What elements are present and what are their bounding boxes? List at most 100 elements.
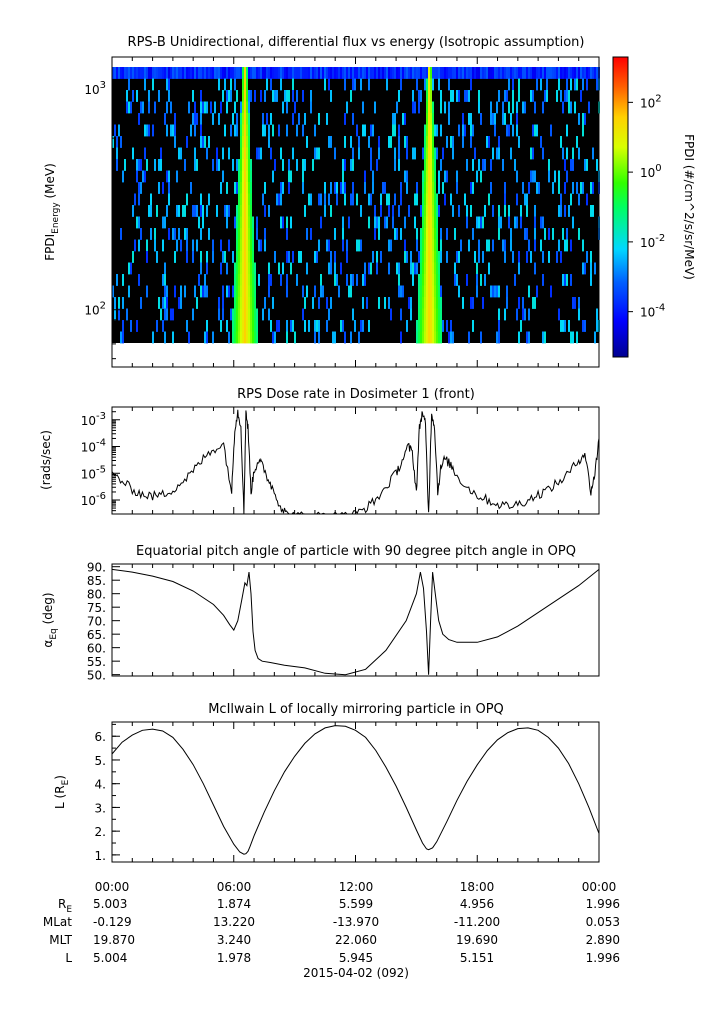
heatmap-cell xyxy=(260,67,262,79)
heatmap-cell xyxy=(574,67,576,79)
heatmap-cell xyxy=(426,113,428,125)
heatmap-cell xyxy=(228,205,230,217)
ephemeris-value: -11.200 xyxy=(454,915,500,929)
heatmap-cell xyxy=(578,67,580,79)
heatmap-cell xyxy=(334,262,336,275)
ytick-label: 3. xyxy=(95,801,106,815)
heatmap-cell xyxy=(286,274,288,286)
heatmap-cell xyxy=(206,101,208,114)
heatmap-cell xyxy=(254,67,256,79)
heatmap-cell xyxy=(204,101,206,114)
heatmap-cell xyxy=(358,239,360,252)
heatmap-cell xyxy=(182,205,184,217)
heatmap-cell xyxy=(424,78,426,91)
heatmap-cell xyxy=(370,262,372,275)
heatmap-cell xyxy=(252,308,254,321)
heatmap-cell xyxy=(248,228,250,240)
time-tick-3: 18:00 xyxy=(460,880,495,894)
heatmap-cell xyxy=(398,124,400,137)
heatmap-cell xyxy=(430,67,432,79)
heatmap-cell xyxy=(286,101,288,114)
heatmap-cell xyxy=(166,205,168,217)
heatmap-cell xyxy=(470,124,472,137)
heatmap-cell xyxy=(168,78,170,91)
heatmap-cell xyxy=(398,90,400,102)
heatmap-cell xyxy=(248,320,250,332)
heatmap-cell xyxy=(252,251,254,263)
heatmap-cell xyxy=(372,182,374,194)
heatmap-cell xyxy=(210,67,212,79)
heatmap-cell xyxy=(244,170,246,183)
heatmap-cell xyxy=(348,285,350,298)
heatmap-cell xyxy=(470,136,472,148)
heatmap-cell xyxy=(286,320,288,332)
heatmap-cell xyxy=(420,297,422,309)
heatmap-cell xyxy=(362,297,364,309)
heatmap-cell xyxy=(316,67,318,79)
heatmap-cell xyxy=(332,331,334,344)
heatmap-cell xyxy=(440,285,442,298)
heatmap-cell xyxy=(154,101,156,114)
panel2-frame xyxy=(111,406,600,515)
heatmap-cell xyxy=(576,67,578,79)
heatmap-cell xyxy=(318,147,320,160)
heatmap-cell xyxy=(164,113,166,125)
heatmap-cell xyxy=(418,331,420,344)
heatmap-cell xyxy=(458,67,460,79)
heatmap-cell xyxy=(112,285,114,298)
heatmap-cell xyxy=(242,216,244,229)
heatmap-cell xyxy=(320,274,322,286)
heatmap-cell xyxy=(566,239,568,252)
heatmap-cell xyxy=(246,216,248,229)
heatmap-cell xyxy=(272,67,274,79)
heatmap-cell xyxy=(274,159,276,171)
heatmap-cell xyxy=(512,78,514,91)
heatmap-cell xyxy=(324,205,326,217)
heatmap-cell xyxy=(280,182,282,194)
heatmap-cell xyxy=(424,297,426,309)
heatmap-cell xyxy=(130,320,132,332)
heatmap-cell xyxy=(374,67,376,79)
heatmap-cell xyxy=(200,113,202,125)
heatmap-cell xyxy=(468,239,470,252)
heatmap-cell xyxy=(244,239,246,252)
heatmap-cell xyxy=(560,136,562,148)
heatmap-cell xyxy=(452,67,454,79)
heatmap-cell xyxy=(536,124,538,137)
heatmap-cell xyxy=(510,147,512,160)
heatmap-cell xyxy=(570,274,572,286)
heatmap-cell xyxy=(540,67,542,79)
heatmap-cell xyxy=(420,251,422,263)
heatmap-cell xyxy=(402,67,404,79)
heatmap-cell xyxy=(480,216,482,229)
heatmap-cell xyxy=(530,147,532,160)
heatmap-cell xyxy=(438,320,440,332)
heatmap-cell xyxy=(484,274,486,286)
heatmap-cell xyxy=(570,78,572,91)
heatmap-cell xyxy=(254,308,256,321)
heatmap-cell xyxy=(196,239,198,252)
heatmap-cell xyxy=(236,320,238,332)
heatmap-cell xyxy=(156,251,158,263)
heatmap-cell xyxy=(114,67,116,79)
heatmap-cell xyxy=(590,205,592,217)
heatmap-cell xyxy=(158,159,160,171)
heatmap-cell xyxy=(172,308,174,321)
heatmap-cell xyxy=(252,285,254,298)
heatmap-cell xyxy=(294,331,296,344)
heatmap-cell xyxy=(114,308,116,321)
heatmap-cell xyxy=(572,216,574,229)
heatmap-cell xyxy=(168,67,170,79)
heatmap-cell xyxy=(516,124,518,137)
heatmap-cell xyxy=(288,90,290,102)
heatmap-cell xyxy=(496,101,498,114)
heatmap-cell xyxy=(414,262,416,275)
heatmap-cell xyxy=(248,101,250,114)
heatmap-cell xyxy=(462,67,464,79)
heatmap-cell xyxy=(508,67,510,79)
heatmap-cell xyxy=(400,228,402,240)
heatmap-cell xyxy=(292,90,294,102)
heatmap-cell xyxy=(226,205,228,217)
heatmap-cell xyxy=(554,170,556,183)
heatmap-cell xyxy=(342,159,344,171)
